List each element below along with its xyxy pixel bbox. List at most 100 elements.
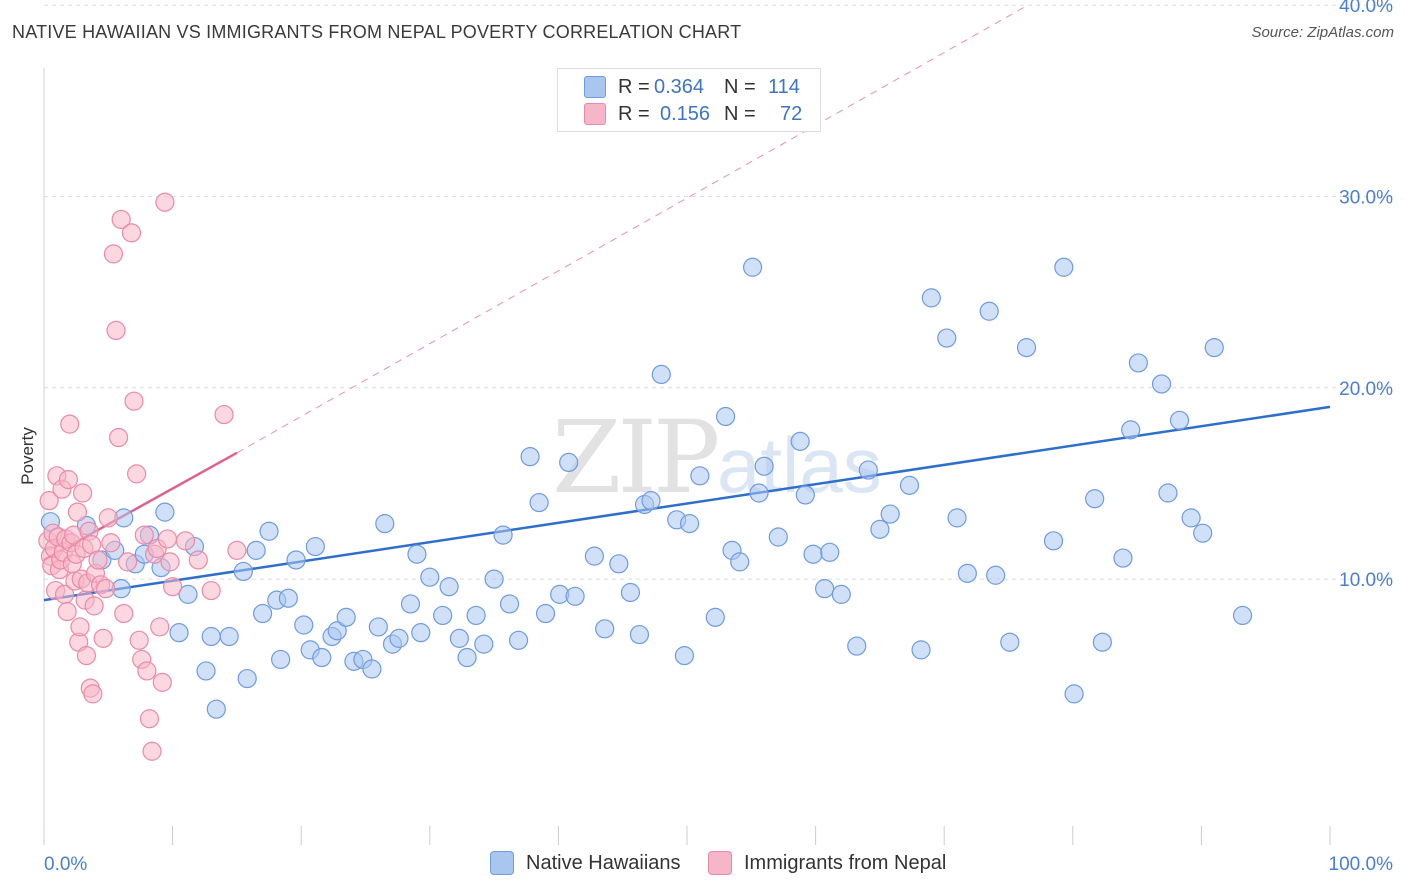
chart-source: Source: ZipAtlas.com [1251,24,1394,41]
native-hawaiian-point [651,364,671,385]
native-hawaiian-point [559,452,579,472]
native-hawaiian-point [407,544,427,564]
native-hawaiian-point [327,621,347,641]
legend-r-label: R = [618,102,650,125]
native-hawaiian-point [1121,420,1141,440]
legend-r-value: 0.156 [660,102,711,125]
native-hawaiian-point [305,536,325,557]
nepal-point [111,209,131,230]
native-hawaiian-point [312,647,332,668]
chart-title: NATIVE HAWAIIAN VS IMMIGRANTS FROM NEPAL… [12,22,742,42]
nepal-point [76,646,97,666]
native-hawaiian-point [749,483,769,503]
native-hawaiian-point [1181,508,1201,528]
data-points [38,192,1253,761]
nepal-point [70,617,90,637]
series-legend: Native Hawaiians Immigrants from Nepal [0,851,1406,877]
native-hawaiian-point [529,492,549,513]
legend-row-native-hawaiians: R = 0.364 N = 114 [584,75,800,99]
native-hawaiian-point [565,586,585,606]
native-hawaiian-point [201,626,221,647]
nepal-point [163,577,183,597]
native-hawaiian-point [196,661,216,681]
native-hawaiian-point [206,699,226,719]
native-hawaiian-point [957,563,977,583]
nepal-point [155,192,175,212]
nepal-point [121,223,142,243]
y-tick-label: 20.0% [1339,379,1393,400]
native-hawaiian-point [259,521,279,541]
native-hawaiian-point [1158,483,1178,503]
nepal-point [108,427,129,448]
native-hawaiian-point [690,466,710,486]
native-hawaiian-point [790,431,810,451]
native-hawaiian-point [1232,605,1253,626]
native-hawaiian-point [820,542,840,562]
nepal-point [98,508,118,528]
nepal-point [72,483,93,503]
native-hawaiian-point [620,582,641,603]
native-hawaiian-point [1193,523,1213,543]
native-hawaiian-point [368,617,388,637]
native-hawaiian-point [986,565,1006,585]
native-hawaiian-point [411,623,431,643]
nepal-point [157,529,178,549]
native-hawaiian-point [847,636,867,656]
nepal-point [152,672,172,692]
native-hawaiian-point [584,546,605,566]
native-hawaiian-point [535,603,556,624]
native-hawaiian-point [880,504,900,524]
native-hawaiian-point [219,626,239,647]
native-hawaiian-point [795,485,815,505]
native-hawaiian-point [474,634,494,654]
legend-swatch-blue [490,851,514,875]
native-hawaiian-point [278,588,298,608]
native-hawaiian-point [947,508,967,528]
nepal-point [57,602,77,622]
native-hawaiian-point [1064,684,1084,704]
trend-line [43,405,1331,602]
legend-n-value: 114 [768,75,800,98]
native-hawaiian-point [911,640,931,660]
native-hawaiian-point [754,456,774,476]
native-hawaiian-point [1204,338,1224,358]
nepal-point [88,550,108,570]
legend-item-nepal[interactable]: Immigrants from Nepal [708,851,946,875]
nepal-point [84,596,104,616]
legend-row-nepal: R = 0.156 N = 72 [584,102,802,126]
nepal-point [101,533,121,553]
native-hawaiian-point [870,519,890,539]
native-hawaiian-point [420,567,440,587]
watermark-zip: ZIP [552,399,717,516]
native-hawaiian-point [1016,338,1037,358]
native-hawaiian-point [271,649,291,670]
native-hawaiian-point [237,668,257,689]
axis-layer [43,68,1331,845]
nepal-point [58,470,79,490]
native-hawaiian-point [499,594,520,614]
nepal-point [139,709,160,729]
nepal-point [39,491,59,511]
native-hawaiian-point [858,460,878,480]
y-tick-label: 10.0% [1339,570,1393,591]
legend-item-native-hawaiians[interactable]: Native Hawaiians [490,851,681,875]
native-hawaiian-point [375,514,395,534]
native-hawaiian-point [155,502,175,522]
legend-label: Immigrants from Nepal [744,851,947,874]
x-tick-label: 0.0% [44,854,87,875]
nepal-point [150,617,170,637]
nepal-point [188,550,208,570]
native-hawaiian-point [1169,410,1190,430]
native-hawaiian-point [831,584,851,604]
trend-line-extension [236,4,1029,454]
legend-n-label: N = [724,75,756,98]
correlation-legend: R = 0.364 N = 114 R = 0.156 N = 72 [557,68,821,132]
native-hawaiian-point [679,514,700,534]
nepal-point [114,603,134,624]
native-hawaiian-point [730,552,750,572]
native-hawaiian-point [233,561,253,582]
native-hawaiian-point [742,257,763,277]
native-hawaiian-point [439,577,459,597]
native-hawaiian-point [1151,374,1172,394]
